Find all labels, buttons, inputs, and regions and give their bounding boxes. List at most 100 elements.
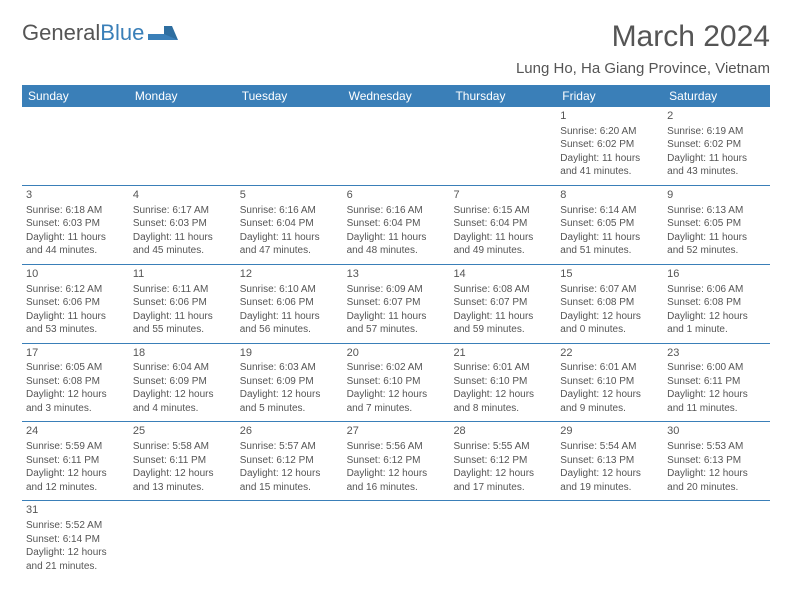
empty-cell	[556, 501, 663, 579]
empty-cell	[343, 501, 450, 579]
day-detail: and 12 minutes.	[26, 481, 125, 495]
day-detail: Daylight: 12 hours	[560, 388, 659, 402]
day-cell: 12Sunrise: 6:10 AMSunset: 6:06 PMDayligh…	[236, 265, 343, 343]
day-detail: Daylight: 11 hours	[560, 152, 659, 166]
day-detail: Sunset: 6:07 PM	[453, 296, 552, 310]
day-number: 17	[26, 346, 125, 361]
day-number: 4	[133, 188, 232, 203]
day-detail: Sunset: 6:04 PM	[347, 217, 446, 231]
day-detail: and 56 minutes.	[240, 323, 339, 337]
day-detail: Sunset: 6:12 PM	[240, 454, 339, 468]
day-number: 9	[667, 188, 766, 203]
day-detail: Sunrise: 6:03 AM	[240, 361, 339, 375]
day-detail: Sunset: 6:11 PM	[26, 454, 125, 468]
day-number: 2	[667, 109, 766, 124]
day-detail: Sunrise: 5:53 AM	[667, 440, 766, 454]
day-detail: Daylight: 11 hours	[133, 231, 232, 245]
day-detail: and 59 minutes.	[453, 323, 552, 337]
day-number: 16	[667, 267, 766, 282]
day-detail: Daylight: 12 hours	[667, 310, 766, 324]
day-detail: Sunset: 6:07 PM	[347, 296, 446, 310]
day-cell: 16Sunrise: 6:06 AMSunset: 6:08 PMDayligh…	[663, 265, 770, 343]
day-detail: and 13 minutes.	[133, 481, 232, 495]
day-detail: Daylight: 11 hours	[240, 310, 339, 324]
day-cell: 5Sunrise: 6:16 AMSunset: 6:04 PMDaylight…	[236, 186, 343, 264]
day-detail: Sunset: 6:10 PM	[347, 375, 446, 389]
week-row: 3Sunrise: 6:18 AMSunset: 6:03 PMDaylight…	[22, 186, 770, 265]
day-number: 24	[26, 424, 125, 439]
day-header-wed: Wednesday	[343, 85, 450, 107]
day-detail: Daylight: 12 hours	[26, 546, 125, 560]
day-number: 28	[453, 424, 552, 439]
day-detail: Daylight: 12 hours	[667, 467, 766, 481]
day-detail: Sunrise: 6:20 AM	[560, 125, 659, 139]
day-cell: 28Sunrise: 5:55 AMSunset: 6:12 PMDayligh…	[449, 422, 556, 500]
day-detail: Sunrise: 6:01 AM	[453, 361, 552, 375]
day-cell: 24Sunrise: 5:59 AMSunset: 6:11 PMDayligh…	[22, 422, 129, 500]
day-detail: and 20 minutes.	[667, 481, 766, 495]
day-detail: Daylight: 11 hours	[26, 231, 125, 245]
day-detail: and 49 minutes.	[453, 244, 552, 258]
empty-cell	[663, 501, 770, 579]
day-detail: Daylight: 12 hours	[667, 388, 766, 402]
day-detail: and 16 minutes.	[347, 481, 446, 495]
day-number: 23	[667, 346, 766, 361]
day-cell: 21Sunrise: 6:01 AMSunset: 6:10 PMDayligh…	[449, 344, 556, 422]
day-detail: Sunrise: 6:05 AM	[26, 361, 125, 375]
day-detail: Sunrise: 5:58 AM	[133, 440, 232, 454]
day-header-sun: Sunday	[22, 85, 129, 107]
day-cell: 7Sunrise: 6:15 AMSunset: 6:04 PMDaylight…	[449, 186, 556, 264]
week-row: 10Sunrise: 6:12 AMSunset: 6:06 PMDayligh…	[22, 265, 770, 344]
day-detail: Daylight: 12 hours	[453, 467, 552, 481]
logo-text-blue: Blue	[100, 20, 144, 46]
day-detail: Sunrise: 5:55 AM	[453, 440, 552, 454]
day-detail: Sunset: 6:02 PM	[667, 138, 766, 152]
day-detail: and 3 minutes.	[26, 402, 125, 416]
day-cell: 9Sunrise: 6:13 AMSunset: 6:05 PMDaylight…	[663, 186, 770, 264]
day-detail: Daylight: 12 hours	[347, 467, 446, 481]
day-detail: Sunrise: 6:02 AM	[347, 361, 446, 375]
day-number: 15	[560, 267, 659, 282]
day-detail: Sunrise: 6:17 AM	[133, 204, 232, 218]
day-detail: Daylight: 12 hours	[560, 467, 659, 481]
day-number: 10	[26, 267, 125, 282]
day-detail: Sunset: 6:10 PM	[453, 375, 552, 389]
day-detail: Sunrise: 6:08 AM	[453, 283, 552, 297]
empty-cell	[22, 107, 129, 185]
day-detail: Daylight: 11 hours	[667, 231, 766, 245]
day-cell: 11Sunrise: 6:11 AMSunset: 6:06 PMDayligh…	[129, 265, 236, 343]
day-detail: Sunset: 6:06 PM	[240, 296, 339, 310]
day-detail: Daylight: 12 hours	[240, 467, 339, 481]
day-detail: Sunset: 6:11 PM	[667, 375, 766, 389]
day-detail: Daylight: 12 hours	[26, 388, 125, 402]
day-detail: Sunrise: 6:12 AM	[26, 283, 125, 297]
empty-cell	[449, 501, 556, 579]
day-number: 31	[26, 503, 125, 518]
day-detail: Sunrise: 6:04 AM	[133, 361, 232, 375]
day-detail: and 48 minutes.	[347, 244, 446, 258]
day-detail: Daylight: 12 hours	[240, 388, 339, 402]
day-detail: Sunrise: 5:59 AM	[26, 440, 125, 454]
day-cell: 29Sunrise: 5:54 AMSunset: 6:13 PMDayligh…	[556, 422, 663, 500]
day-detail: Daylight: 11 hours	[240, 231, 339, 245]
day-number: 30	[667, 424, 766, 439]
day-detail: Daylight: 12 hours	[453, 388, 552, 402]
header-row: GeneralBlue March 2024 Lung Ho, Ha Giang…	[22, 20, 770, 77]
day-detail: and 44 minutes.	[26, 244, 125, 258]
day-detail: Sunset: 6:03 PM	[133, 217, 232, 231]
weeks-container: 1Sunrise: 6:20 AMSunset: 6:02 PMDaylight…	[22, 107, 770, 579]
day-detail: Sunset: 6:08 PM	[667, 296, 766, 310]
day-detail: Sunrise: 6:07 AM	[560, 283, 659, 297]
day-cell: 3Sunrise: 6:18 AMSunset: 6:03 PMDaylight…	[22, 186, 129, 264]
day-detail: Sunset: 6:12 PM	[347, 454, 446, 468]
day-detail: Sunset: 6:05 PM	[667, 217, 766, 231]
day-detail: and 4 minutes.	[133, 402, 232, 416]
logo-icon	[148, 20, 178, 46]
day-detail: and 51 minutes.	[560, 244, 659, 258]
day-detail: Sunrise: 6:09 AM	[347, 283, 446, 297]
day-detail: Daylight: 11 hours	[347, 310, 446, 324]
day-number: 25	[133, 424, 232, 439]
day-cell: 15Sunrise: 6:07 AMSunset: 6:08 PMDayligh…	[556, 265, 663, 343]
day-header-fri: Friday	[556, 85, 663, 107]
day-detail: Daylight: 12 hours	[133, 388, 232, 402]
